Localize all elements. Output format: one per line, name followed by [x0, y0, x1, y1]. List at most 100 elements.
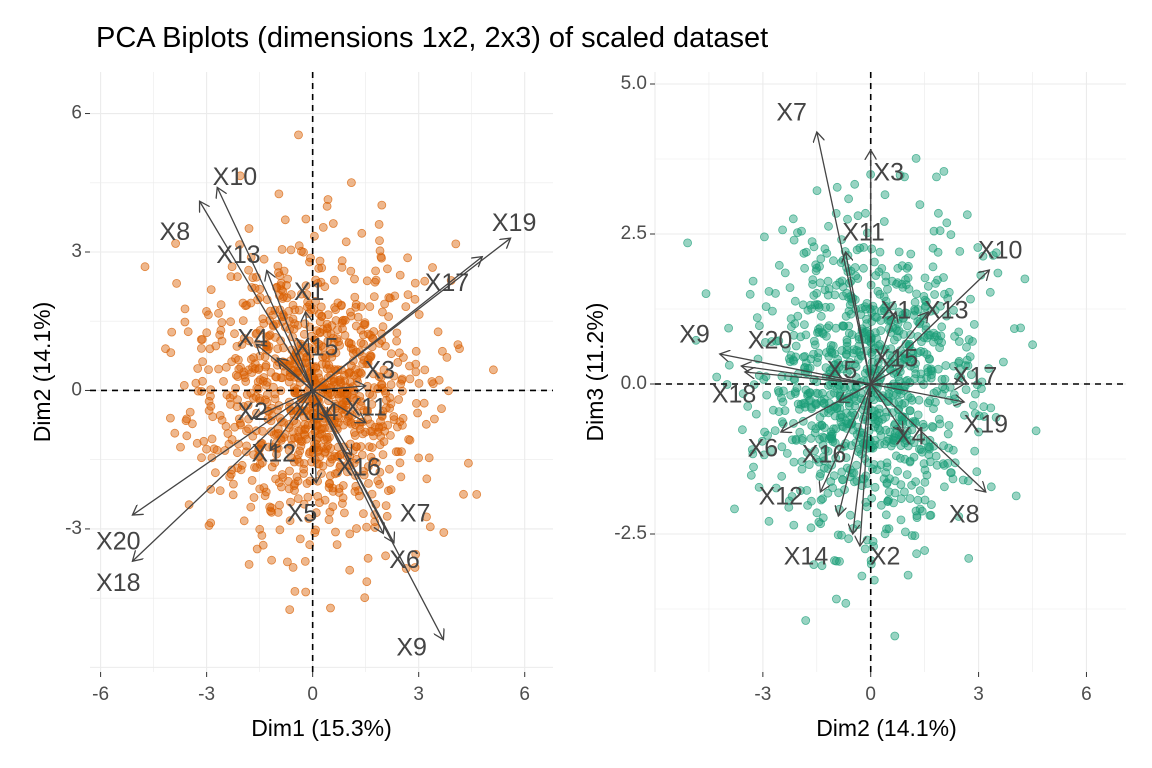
- p2-point: [929, 226, 939, 236]
- p1-point: [244, 560, 254, 569]
- p2-point: [755, 321, 764, 331]
- p1-point: [359, 466, 369, 476]
- p2-point: [796, 332, 805, 342]
- p1-point: [223, 429, 233, 438]
- p1-point: [314, 263, 324, 273]
- p1-point: [375, 467, 385, 477]
- p2-point: [802, 448, 812, 457]
- p2-point: [796, 486, 805, 496]
- p2-point: [927, 500, 936, 510]
- p2-point: [789, 330, 799, 340]
- p1-arrow-label-x2: X2: [237, 398, 268, 426]
- p2-point: [815, 278, 825, 288]
- p1-point: [410, 278, 420, 288]
- p2-point: [844, 194, 853, 204]
- p1-point: [382, 264, 392, 274]
- p1-point: [206, 484, 216, 494]
- p1-point: [396, 472, 406, 482]
- p2-point: [890, 335, 899, 345]
- p2-point: [907, 531, 917, 540]
- p2-point: [900, 308, 910, 318]
- p2-point: [867, 316, 877, 326]
- p1-point: [197, 335, 207, 344]
- p1-arrow-label-x12: X12: [252, 440, 296, 468]
- p1-point: [315, 256, 325, 266]
- p2-point: [926, 364, 936, 374]
- p1-point: [393, 357, 403, 367]
- p1-arrow-label-x3: X3: [365, 357, 396, 385]
- p1-point: [459, 489, 468, 499]
- p2-point: [942, 218, 952, 228]
- p2-point: [861, 208, 870, 218]
- p2-point: [842, 337, 852, 347]
- p1-point: [411, 367, 421, 377]
- p1-point: [371, 275, 381, 285]
- p1-point: [260, 491, 270, 501]
- p2-point: [978, 251, 988, 261]
- p1-point: [427, 377, 437, 386]
- p2-point: [745, 289, 755, 299]
- p1-point: [326, 603, 335, 613]
- p2-point: [934, 414, 944, 424]
- p1-point: [346, 266, 356, 276]
- p1-point: [299, 464, 309, 474]
- p2-point: [850, 263, 860, 272]
- p2-point: [831, 424, 841, 434]
- p2-point: [830, 388, 839, 398]
- p2-point: [786, 390, 796, 400]
- p1-point: [255, 351, 265, 361]
- p1-y-tick-label: 0: [71, 379, 82, 400]
- p2-arrow-x16: [820, 383, 872, 492]
- p1-point: [262, 377, 272, 387]
- p1-point: [386, 399, 396, 409]
- p1-point: [268, 382, 278, 392]
- p2-point: [967, 370, 976, 380]
- p2-point: [816, 254, 826, 264]
- p2-arrow-label-x3: X3: [873, 159, 904, 187]
- p1-point: [358, 330, 368, 340]
- p1-point: [228, 490, 238, 500]
- p1-point: [309, 231, 319, 241]
- p1-point: [342, 416, 352, 426]
- p2-point: [905, 339, 914, 349]
- p2-point: [791, 434, 801, 444]
- p2-point: [781, 343, 791, 353]
- p2-point: [974, 427, 983, 437]
- p2-arrow-label-x6: X6: [748, 435, 779, 463]
- p2-point: [920, 273, 930, 283]
- p2-point: [823, 488, 833, 498]
- p1-point: [311, 275, 321, 285]
- p1-point: [331, 527, 340, 537]
- p2-point: [826, 427, 836, 437]
- p2-point: [810, 446, 819, 456]
- p2-point: [911, 369, 921, 379]
- p1-point: [267, 462, 277, 472]
- p2-point: [800, 263, 809, 273]
- p2-point: [900, 487, 909, 497]
- p1-point: [414, 378, 424, 388]
- p2-point: [923, 281, 933, 291]
- p1-point: [369, 431, 378, 441]
- p1-point: [214, 308, 223, 318]
- p1-point: [226, 272, 236, 282]
- p1-point: [259, 483, 269, 493]
- p1-point: [362, 577, 372, 587]
- p2-point: [941, 361, 951, 370]
- p1-point: [395, 270, 405, 280]
- p2-point: [913, 348, 923, 358]
- p2-point: [807, 404, 816, 414]
- p2-point: [804, 460, 814, 470]
- p1-point: [345, 529, 355, 539]
- p1-point: [208, 412, 218, 422]
- p1-arrow-label-x19: X19: [492, 209, 536, 237]
- p2-point: [801, 330, 811, 340]
- p1-point: [365, 302, 375, 312]
- p1-point: [307, 457, 317, 467]
- p1-point: [352, 524, 361, 533]
- p1-point: [411, 549, 421, 559]
- p2-arrow-x4: [870, 383, 903, 432]
- p2-point: [830, 290, 840, 300]
- p1-point: [271, 372, 281, 382]
- p2-point: [899, 313, 908, 323]
- p2-point: [850, 179, 860, 189]
